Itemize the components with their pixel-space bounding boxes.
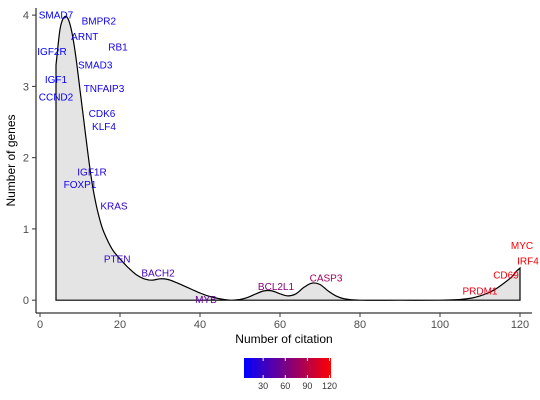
gene-label-foxp1: FOXP1 [64,180,97,191]
gene-label-igf1r: IGF1R [77,167,106,178]
y-tick-label: 2 [23,153,29,165]
color-legend-bar [244,358,331,378]
gene-label-ccnd2: CCND2 [39,93,74,104]
density-area [56,16,520,301]
color-legend-ticks: 30 60 90 120 [258,358,337,391]
gene-label-rb1: RB1 [108,43,128,54]
legend-tick-label: 120 [322,381,337,391]
y-tick-label: 4 [23,10,29,22]
gene-label-myb: MYB [195,295,217,306]
gene-label-prdm1: PRDM1 [462,286,497,297]
gene-label-bmpr2: BMPR2 [82,16,117,27]
gene-label-smad7: SMAD7 [39,11,74,22]
x-tick-label: 0 [37,319,43,331]
gene-label-klf4: KLF4 [92,122,116,133]
x-tick-label: 20 [114,319,126,331]
y-tick-label: 1 [23,224,29,236]
gene-label-pten: PTEN [104,254,131,265]
axes: 0 20 40 60 80 100 120 0 1 2 3 4 Number of citation… [4,8,532,346]
x-axis-title: Number of citation [235,332,332,346]
gene-label-myc: MYC [511,241,533,252]
legend-tick-label: 90 [302,381,312,391]
x-tick-label: 60 [274,319,286,331]
gene-label-bcl2l1: BCL2L1 [258,282,295,293]
gene-label-cd69: CD69 [493,271,519,282]
y-tick-label: 0 [23,295,29,307]
gene-label-irf4: IRF4 [517,257,539,268]
gene-label-igf1: IGF1 [45,75,68,86]
gene-labels: SMAD7 BMPR2 ARNT RB1 IGF2R SMAD3 IGF1 TNFAIP3 CC… [37,11,539,306]
gene-label-arnt: ARNT [71,32,98,43]
density-curve-line [55,15,521,301]
x-axis-ticks: 0 20 40 60 80 100 120 [37,313,529,331]
gene-label-kras: KRAS [100,202,128,213]
legend-tick-label: 60 [280,381,290,391]
y-axis-title: Number of genes [4,114,18,206]
x-tick-label: 120 [511,319,529,331]
y-axis-ticks: 0 1 2 3 4 [23,10,36,307]
plot-area: SMAD7 BMPR2 ARNT RB1 IGF2R SMAD3 IGF1 TNFAIP3 CC… [37,11,539,306]
legend-tick-label: 30 [258,381,268,391]
gene-label-tnfaip3: TNFAIP3 [84,84,125,95]
gene-label-cdk6: CDK6 [89,109,116,120]
gene-label-igf2r: IGF2R [37,47,66,58]
x-tick-label: 80 [354,319,366,331]
gene-label-smad3: SMAD3 [78,61,113,72]
gene-label-casp3: CASP3 [310,274,343,285]
color-legend: 30 60 90 120 [244,358,337,391]
x-tick-label: 40 [194,319,206,331]
x-tick-label: 100 [431,319,449,331]
gene-label-bach2: BACH2 [141,269,175,280]
y-tick-label: 3 [23,81,29,93]
